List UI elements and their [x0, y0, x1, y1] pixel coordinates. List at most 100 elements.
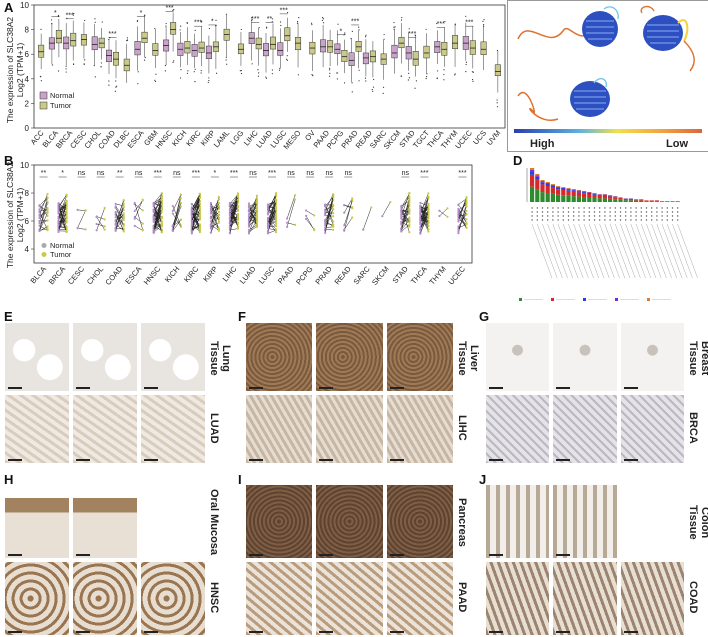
- mutation-bar: [561, 187, 566, 188]
- tumor-outlier: [215, 72, 218, 74]
- tumor-outlier: [344, 32, 346, 34]
- tumor-outlier: [186, 72, 189, 74]
- tumor-outlier: [57, 70, 60, 72]
- tumor-outlier: [172, 61, 174, 63]
- tumor-point: [255, 208, 259, 211]
- x-tick-label: PCPG: [294, 264, 315, 286]
- significance-label: ***: [465, 20, 473, 27]
- normal-ihc-image-h: [73, 485, 137, 558]
- tumor-point: [293, 198, 297, 201]
- tumor-point: [236, 221, 240, 224]
- tumor-box: [255, 37, 262, 50]
- tumor-point: [255, 201, 259, 205]
- normal-point: [324, 226, 327, 229]
- tumor-outlier: [172, 9, 174, 11]
- panel-label-j: J: [479, 472, 487, 487]
- normal-point: [228, 207, 232, 211]
- tumor-point: [351, 206, 354, 209]
- normal-point: [171, 212, 174, 215]
- mutation-bar: [592, 197, 597, 202]
- pair-line: [324, 204, 334, 222]
- mutation-bar: [613, 196, 618, 198]
- normal-point: [457, 207, 460, 210]
- normal-tissue-label-e: Lung Tissue: [208, 340, 232, 376]
- mutation-dot: [656, 215, 658, 217]
- cancer-label: [625, 223, 646, 279]
- normal-point: [114, 222, 117, 225]
- mutation-dot: [671, 215, 674, 217]
- pair-line: [172, 206, 182, 231]
- colorbar-low-label: Low: [666, 138, 688, 150]
- normal-point: [285, 217, 289, 220]
- tumor-point: [141, 228, 144, 231]
- normal-point: [247, 231, 251, 234]
- pair-line: [420, 211, 429, 234]
- tumor-point: [465, 222, 468, 226]
- mutation-dot: [625, 219, 627, 221]
- cancer-label: [672, 223, 693, 279]
- normal-box: [263, 43, 269, 57]
- mutation-dot: [583, 207, 585, 209]
- tumor-point: [217, 195, 221, 199]
- tumor-outlier: [187, 70, 189, 72]
- normal-outlier: [322, 22, 325, 24]
- mutation-bar: [561, 187, 566, 189]
- legend-marker: [41, 252, 47, 257]
- pair-line: [286, 199, 296, 228]
- tumor-point: [255, 194, 259, 197]
- tumor-outlier: [496, 106, 499, 108]
- tumor-outlier: [401, 17, 403, 19]
- tumor-point: [236, 194, 240, 197]
- mutation-dot: [552, 215, 554, 217]
- mutation-bar: [571, 189, 576, 190]
- tumor-box: [170, 22, 177, 35]
- normal-outlier: [94, 21, 96, 23]
- normal-point: [419, 222, 422, 225]
- normal-outlier: [465, 71, 467, 73]
- pair-line: [344, 204, 353, 208]
- tumor-box: [284, 27, 291, 42]
- tumor-outlier: [258, 72, 260, 74]
- normal-point: [457, 232, 460, 235]
- mutation-bar: [576, 190, 581, 191]
- legend-swatch: [519, 298, 522, 301]
- pair-line: [191, 218, 201, 232]
- normal-ihc-image-j: [486, 485, 550, 558]
- mutation-dot: [588, 219, 590, 221]
- mutation-dot: [640, 211, 642, 213]
- normal-ihc-image-i: [246, 485, 313, 558]
- significance-label: ns: [97, 170, 105, 177]
- normal-box: [334, 43, 341, 55]
- normal-box: [91, 36, 98, 51]
- y-tick-label: 2: [25, 99, 30, 108]
- pair-line: [401, 204, 410, 232]
- tumor-outlier: [298, 17, 300, 19]
- tumor-outlier: [72, 14, 74, 16]
- normal-point: [190, 230, 193, 233]
- mutation-dot: [614, 211, 616, 213]
- tumor-point: [313, 228, 316, 231]
- mutation-bar: [582, 193, 587, 198]
- cancer-label: [651, 223, 672, 279]
- cancer-label: [583, 223, 605, 279]
- tumor-point: [217, 229, 221, 232]
- pair-line: [363, 207, 372, 230]
- normal-point: [114, 228, 117, 232]
- significance-label: ns: [345, 170, 353, 177]
- pair-line: [58, 205, 67, 209]
- cancer-label: [588, 223, 610, 279]
- tumor-point: [274, 231, 278, 234]
- tumor-outlier: [239, 70, 241, 72]
- normal-outlier: [336, 72, 339, 74]
- pair-line: [267, 217, 277, 227]
- significance-label: ns: [306, 170, 314, 177]
- tumor-point: [160, 199, 163, 202]
- mutation-dot: [588, 211, 590, 213]
- normal-point: [419, 204, 422, 208]
- cancer-label: [620, 223, 641, 279]
- tumor-outlier: [126, 37, 128, 39]
- tumor-outlier: [482, 20, 484, 22]
- tumor-point: [313, 214, 316, 217]
- normal-point: [247, 208, 251, 212]
- normal-point: [133, 224, 136, 228]
